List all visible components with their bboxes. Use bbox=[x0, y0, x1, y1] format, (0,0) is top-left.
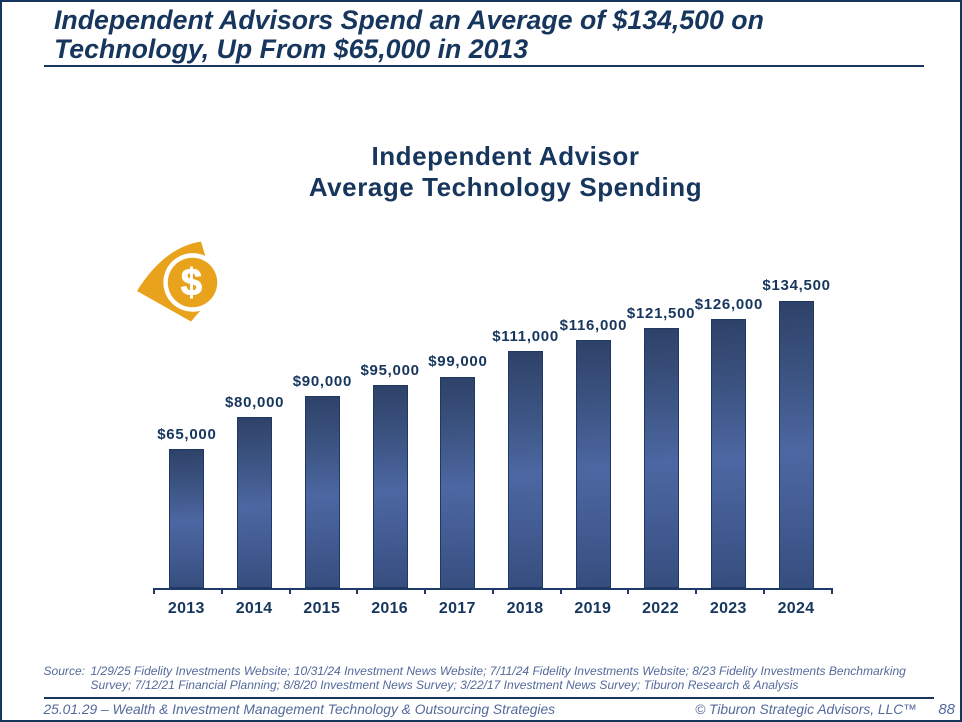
svg-text:$: $ bbox=[181, 262, 202, 304]
